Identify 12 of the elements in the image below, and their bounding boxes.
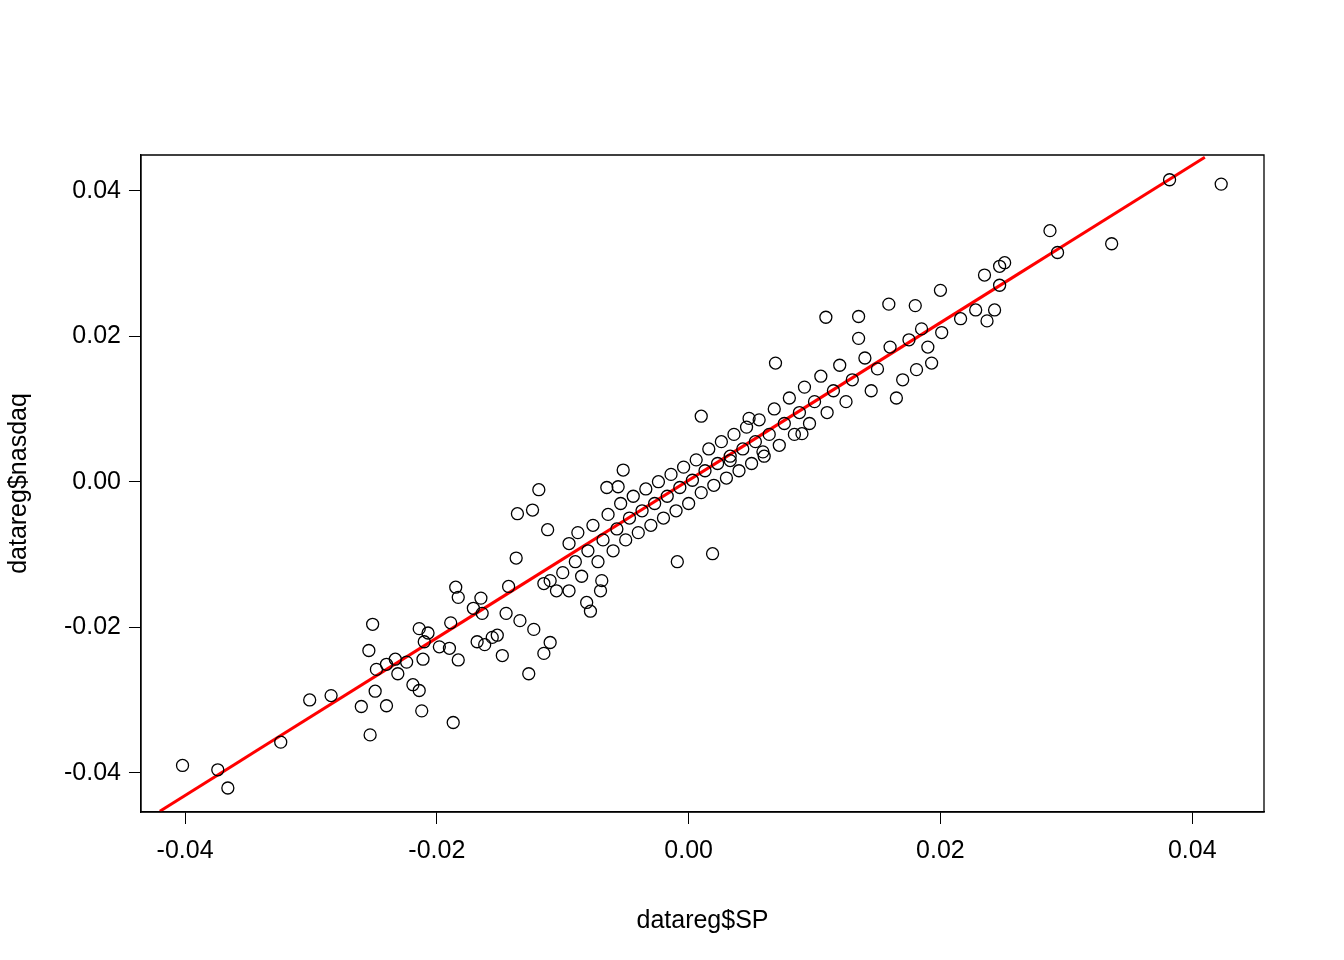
y-tick-label: 0.04 [72,174,122,203]
x-tick-label: 0.00 [664,834,713,863]
y-tick-label: -0.02 [64,611,121,640]
x-tick-label: 0.02 [916,834,965,863]
y-tick-label: -0.04 [64,756,122,785]
x-axis-title: datareg$SP [636,904,769,933]
y-axis-title: datareg$nasdaq [2,393,31,574]
y-tick-label: 0.00 [72,465,121,494]
x-tick-label: -0.04 [156,834,214,863]
x-tick-label: 0.04 [1167,834,1217,863]
x-tick-label: -0.02 [408,834,466,863]
y-tick-label: 0.02 [72,320,121,349]
